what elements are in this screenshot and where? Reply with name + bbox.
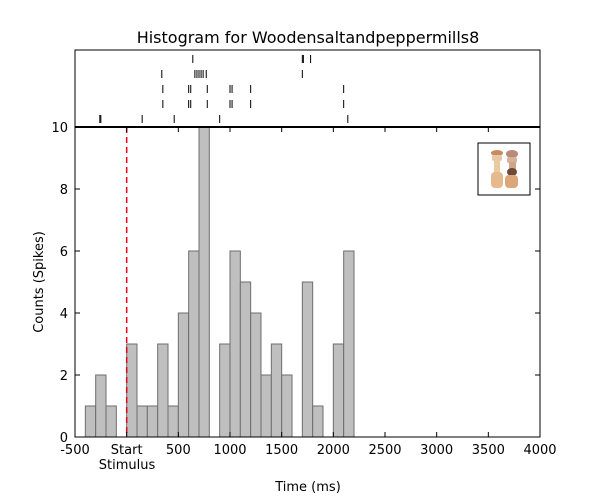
histogram-bar — [312, 405, 324, 438]
histogram-bar — [229, 250, 241, 438]
salt-and-pepper-mills-icon — [491, 150, 518, 188]
histogram-bar — [250, 312, 262, 438]
histogram-bar — [281, 374, 293, 438]
histogram-bar — [126, 343, 138, 438]
histogram-bar — [270, 343, 283, 438]
y-tick-label: 4 — [60, 307, 68, 322]
y-axis-ticks: 0 2 4 6 8 10 — [51, 121, 540, 446]
stimulus-label: Stimulus — [99, 458, 156, 473]
x-axis-ticks: -500 Start 500 1000 1500 2000 2500 3000 3500 4000 — [60, 127, 557, 458]
x-tick-label: 2000 — [317, 443, 350, 458]
histogram-bar — [167, 405, 179, 438]
histogram-bar — [146, 405, 159, 438]
histogram-bar — [198, 126, 210, 438]
histogram-bar — [332, 343, 345, 438]
histogram-bar — [177, 312, 190, 438]
histogram-bar — [188, 250, 200, 438]
histogram-bar — [239, 281, 252, 438]
y-tick-label: 0 — [60, 431, 68, 446]
x-tick-label: 2500 — [368, 443, 401, 458]
x-tick-label: 3000 — [420, 443, 453, 458]
x-tick-label: 500 — [166, 443, 191, 458]
histogram-bar — [219, 343, 231, 438]
chart-title: Histogram for Woodensaltandpeppermills8 — [137, 28, 480, 47]
y-tick-label: 10 — [51, 121, 68, 136]
x-tick-label: 4000 — [523, 443, 556, 458]
raster-plot — [99, 55, 349, 123]
x-tick-label: 3500 — [472, 443, 505, 458]
x-tick-label: -500 — [60, 443, 90, 458]
histogram-bar — [157, 343, 169, 438]
histogram-bar — [84, 405, 97, 438]
histogram-bar — [260, 374, 272, 438]
histogram-bar — [95, 374, 107, 438]
histogram-bar — [136, 405, 148, 438]
x-tick-label: 1000 — [213, 443, 246, 458]
y-tick-label: 6 — [60, 245, 68, 260]
raster-panel-frame — [74, 49, 541, 128]
y-tick-label: 8 — [60, 183, 68, 198]
y-tick-label: 2 — [60, 369, 68, 384]
y-axis-label: Counts (Spikes) — [32, 231, 47, 333]
x-axis-label: Time (ms) — [274, 480, 341, 495]
x-tick-label: Start — [111, 443, 143, 458]
x-tick-label: 1500 — [265, 443, 298, 458]
histogram-bar — [343, 250, 355, 438]
legend-box — [477, 142, 531, 196]
histogram-bar — [105, 405, 117, 438]
histogram-bars — [84, 126, 355, 438]
histogram-bar — [301, 281, 314, 438]
